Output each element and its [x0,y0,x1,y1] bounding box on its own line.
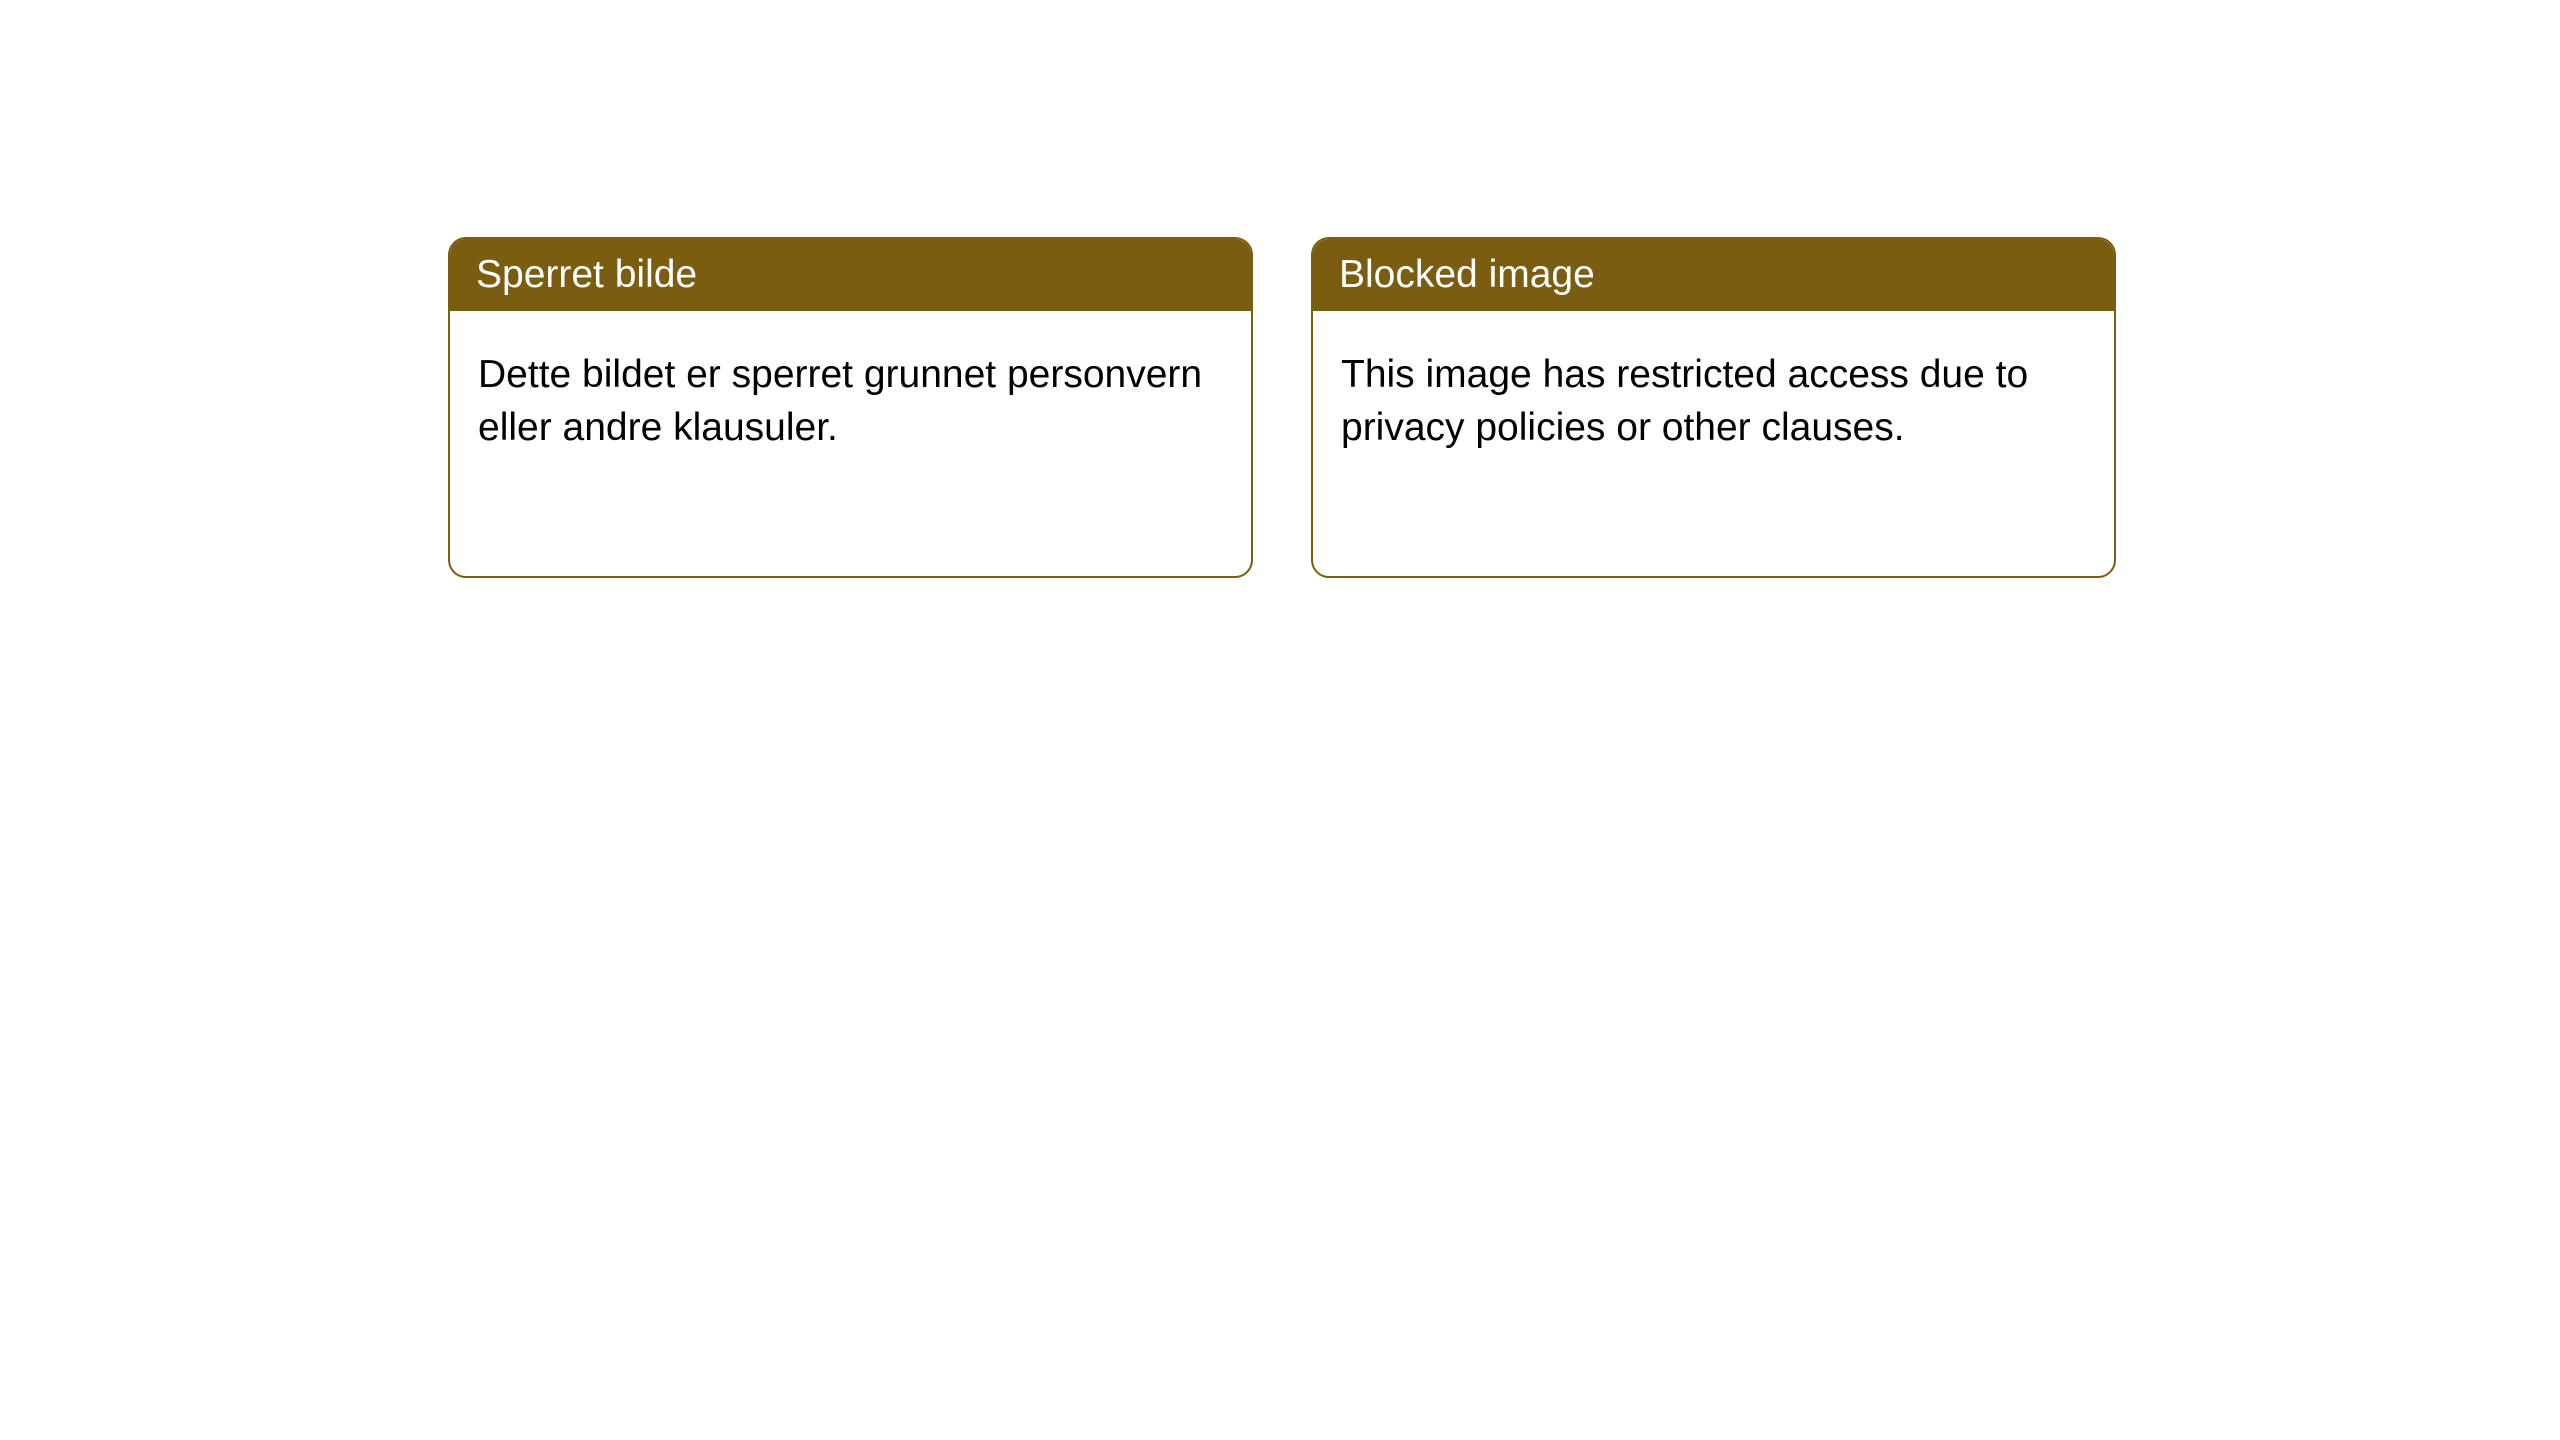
card-header-english: Blocked image [1313,239,2114,311]
card-english: Blocked image This image has restricted … [1311,237,2116,578]
card-title: Sperret bilde [476,253,697,296]
card-message: Dette bildet er sperret grunnet personve… [478,353,1202,449]
card-body-norwegian: Dette bildet er sperret grunnet personve… [450,311,1251,492]
card-body-english: This image has restricted access due to … [1313,311,2114,492]
card-message: This image has restricted access due to … [1341,353,2028,449]
blocked-image-cards: Sperret bilde Dette bildet er sperret gr… [448,237,2116,578]
card-norwegian: Sperret bilde Dette bildet er sperret gr… [448,237,1253,578]
card-title: Blocked image [1339,253,1595,296]
card-header-norwegian: Sperret bilde [450,239,1251,311]
